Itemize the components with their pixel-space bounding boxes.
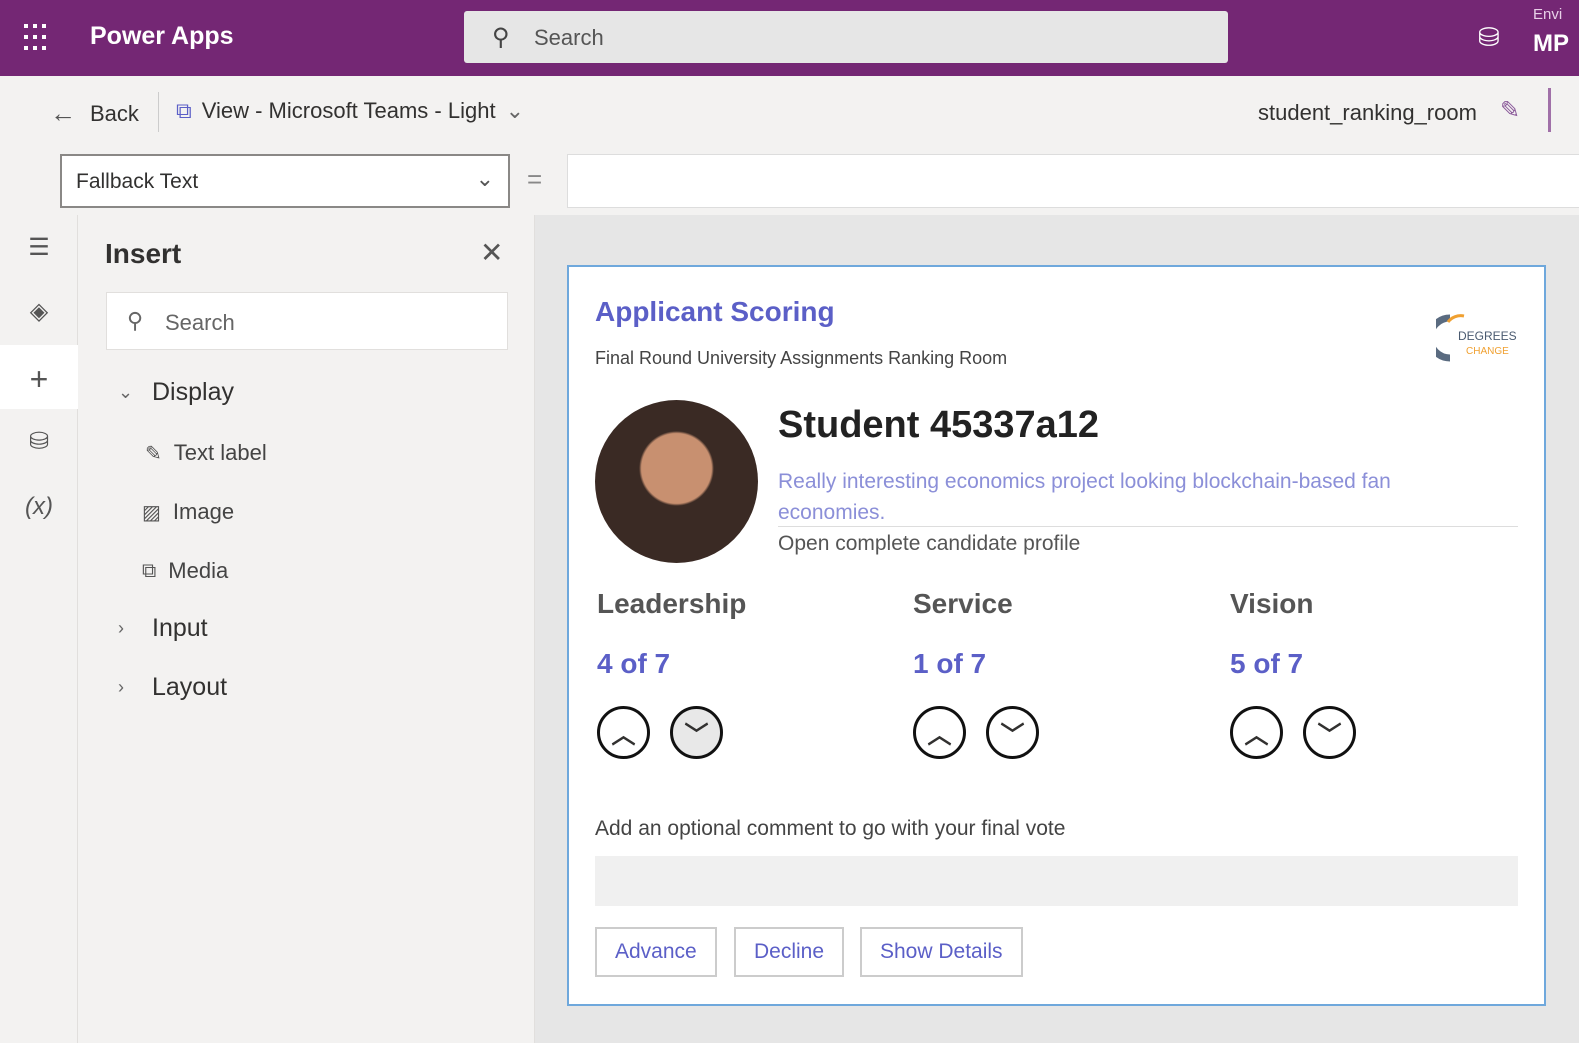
score-up-button[interactable]: ︿ [597, 706, 650, 759]
item-label: Text label [173, 440, 267, 465]
view-dropdown[interactable]: ⧉ View - Microsoft Teams - Light ⌄ [176, 98, 524, 124]
chevron-down-icon: ⌄ [475, 166, 494, 191]
environment-label: Envi [1533, 6, 1563, 23]
criterion-label: Leadership [597, 588, 747, 619]
group-layout[interactable]: › Layout [118, 673, 227, 702]
criterion-label: Service [913, 588, 1013, 619]
criterion-vision: Vision 5 of 7 ︿ ﹀ [1230, 588, 1356, 759]
app-header: Power Apps ⚲ Search ⛁ Envi MP [0, 0, 1579, 76]
score-up-button[interactable]: ︿ [913, 706, 966, 759]
criterion-service: Service 1 of 7 ︿ ﹀ [913, 588, 1039, 759]
media-icon: ⧉ [142, 559, 157, 582]
insert-image[interactable]: ▨ Image [142, 499, 234, 525]
data-icon[interactable]: ⛁ [28, 428, 50, 455]
hamburger-icon[interactable]: ☰ [28, 234, 50, 261]
global-search[interactable]: ⚲ Search [464, 11, 1228, 63]
equals-sign: = [527, 164, 543, 194]
criterion-label: Vision [1230, 588, 1314, 619]
card-subtitle: Final Round University Assignments Ranki… [595, 348, 1008, 368]
student-description: Really interesting economics project loo… [778, 470, 1391, 524]
variables-icon[interactable]: (x) [25, 493, 53, 520]
left-rail: ☰ ◈ + ⛁ (x) [0, 215, 78, 1043]
search-placeholder: Search [165, 310, 235, 335]
advance-button[interactable]: Advance [595, 927, 717, 977]
back-button[interactable]: ← Back [50, 98, 139, 129]
divider [158, 92, 159, 132]
divider [778, 526, 1518, 527]
arrow-left-icon: ← [50, 98, 76, 128]
tree-view-icon[interactable]: ◈ [29, 298, 49, 325]
group-label: Layout [152, 673, 228, 701]
formula-input[interactable] [567, 154, 1579, 208]
show-details-button[interactable]: Show Details [860, 927, 1023, 977]
criterion-score: 4 of 7 [597, 648, 671, 679]
chevron-down-icon: ⌄ [118, 382, 134, 402]
score-up-button[interactable]: ︿ [1230, 706, 1283, 759]
search-icon: ⚲ [492, 24, 510, 51]
criterion-score: 1 of 7 [913, 648, 987, 679]
svg-text:DEGREES: DEGREES [1458, 329, 1517, 343]
student-avatar [595, 400, 758, 563]
view-label: View - Microsoft Teams - Light [201, 98, 496, 123]
edit-pencil-icon[interactable]: ✎ [1500, 97, 1521, 124]
decline-button[interactable]: Decline [734, 927, 845, 977]
group-display[interactable]: ⌄ Display [118, 378, 234, 407]
app-file-name: student_ranking_room [1258, 100, 1477, 125]
insert-media[interactable]: ⧉ Media [142, 558, 228, 584]
item-label: Image [172, 499, 235, 524]
back-label: Back [90, 100, 139, 126]
group-input[interactable]: › Input [118, 614, 208, 643]
criterion-leadership: Leadership 4 of 7 ︿ ﹀ [597, 588, 746, 759]
panel-title: Insert [105, 238, 182, 269]
text-label-icon: ✎ [145, 442, 162, 465]
app-name[interactable]: Power Apps [90, 22, 234, 50]
image-icon: ▨ [142, 501, 161, 524]
score-down-button[interactable]: ﹀ [670, 706, 723, 759]
search-placeholder: Search [534, 25, 604, 50]
svg-text:CHANGE: CHANGE [1466, 346, 1509, 357]
insert-text-label[interactable]: ✎ Text label [145, 440, 267, 466]
comment-label: Add an optional comment to go with your … [595, 817, 1066, 840]
open-profile-link[interactable]: Open complete candidate profile [778, 532, 1081, 555]
comment-input[interactable] [595, 856, 1518, 906]
score-down-button[interactable]: ﹀ [1303, 706, 1356, 759]
environment-icon[interactable]: ⛁ [1478, 22, 1500, 52]
search-icon: ⚲ [127, 308, 144, 333]
chevron-right-icon: › [118, 677, 124, 697]
property-value: Fallback Text [76, 170, 199, 193]
insert-search-input[interactable]: ⚲ Search [106, 292, 508, 350]
teams-icon: ⧉ [176, 98, 192, 123]
score-down-button[interactable]: ﹀ [986, 706, 1039, 759]
divider [1548, 88, 1551, 132]
environment-value[interactable]: MP [1533, 30, 1569, 57]
item-label: Media [168, 558, 229, 583]
insert-plus-icon[interactable]: + [0, 345, 78, 409]
insert-panel [78, 215, 535, 1043]
group-label: Input [152, 614, 208, 642]
chevron-right-icon: › [118, 618, 124, 638]
criterion-score: 5 of 7 [1230, 648, 1304, 679]
degrees-of-change-logo: DEGREES CHANGE [1436, 314, 1517, 362]
chevron-down-icon: ⌄ [505, 98, 524, 123]
group-label: Display [152, 378, 234, 406]
student-name: Student 45337a12 [778, 404, 1100, 446]
card-title: Applicant Scoring [595, 296, 835, 327]
close-icon[interactable]: ✕ [480, 237, 504, 268]
app-launcher-icon[interactable] [24, 24, 52, 52]
property-selector[interactable]: Fallback Text ⌄ [60, 154, 510, 208]
